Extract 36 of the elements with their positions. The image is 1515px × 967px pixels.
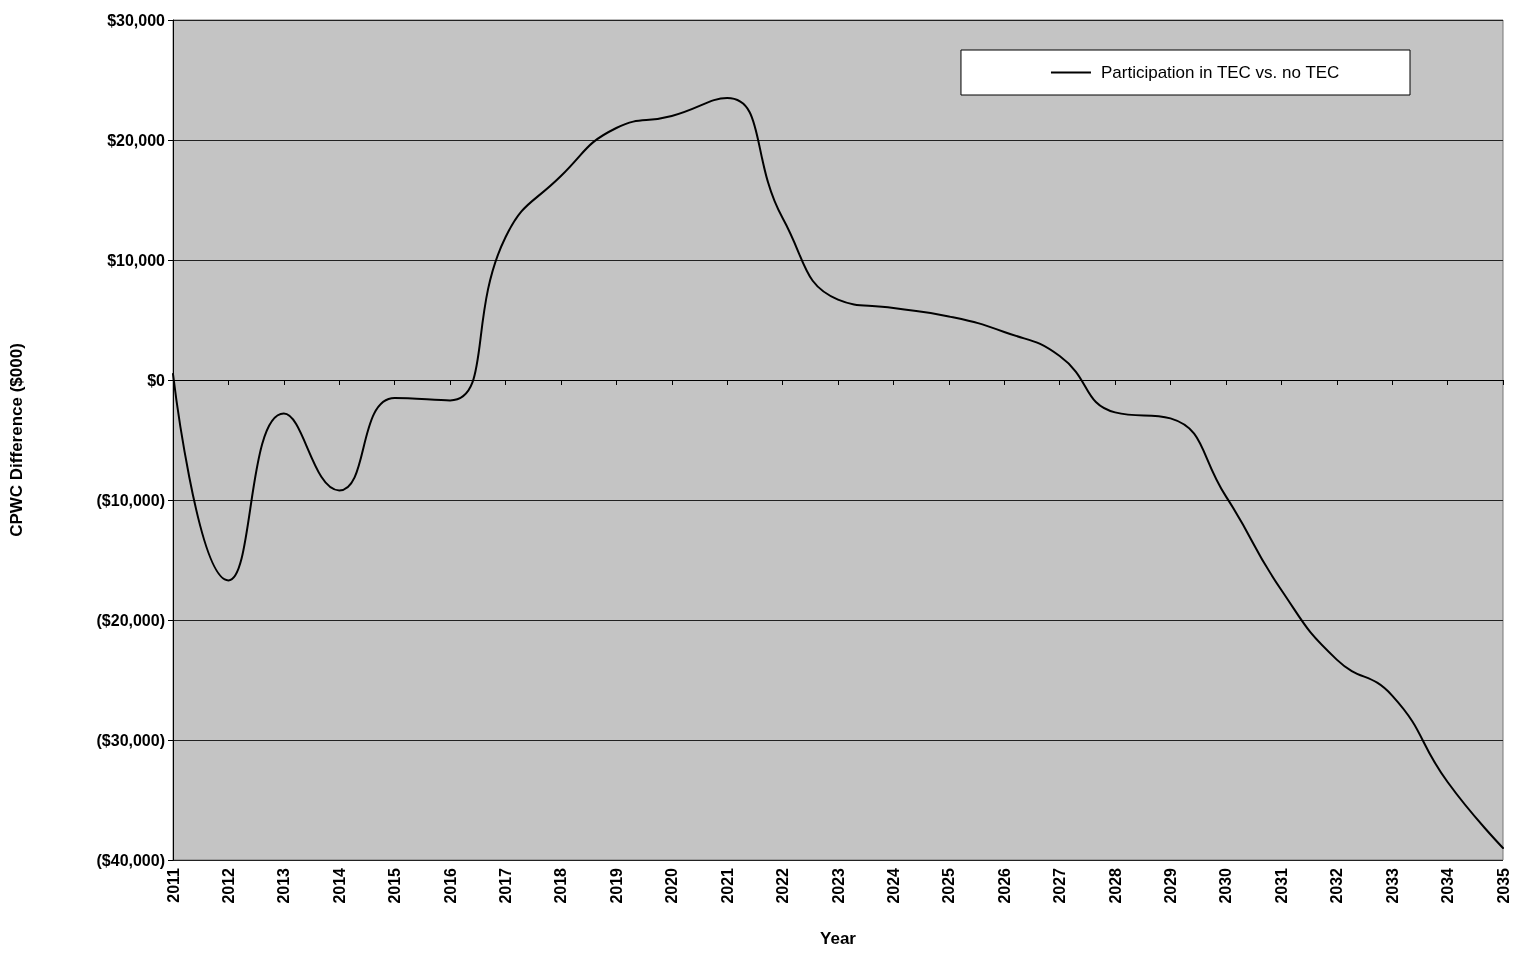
y-tick-label: ($30,000) (96, 731, 165, 749)
x-tick-label: 2031 (1272, 867, 1290, 904)
y-tick-label: ($20,000) (96, 611, 165, 629)
x-tick-label: 2012 (219, 867, 237, 904)
x-tick-label: 2028 (1106, 867, 1124, 904)
x-tick-label: 2018 (552, 867, 570, 904)
x-tick-label: 2021 (718, 867, 736, 904)
x-tick-label: 2016 (441, 867, 459, 904)
x-tick-label: 2030 (1217, 867, 1235, 904)
x-tick-label: 2019 (607, 867, 625, 904)
x-tick-label: 2029 (1162, 867, 1179, 904)
legend-label: Participation in TEC vs. no TEC (1100, 63, 1340, 82)
y-tick-label: $30,000 (107, 11, 166, 29)
x-tick-label: 2017 (497, 867, 514, 904)
x-tick-label: 2033 (1383, 867, 1401, 904)
x-tick-label: 2020 (663, 867, 681, 904)
y-tick-label: $0 (147, 371, 166, 389)
y-tick-label: ($10,000) (96, 491, 165, 509)
x-tick-label: 2034 (1439, 867, 1457, 904)
x-tick-label: 2024 (884, 867, 902, 904)
x-tick-label: 2022 (774, 867, 792, 904)
x-tick-label: 2026 (995, 867, 1013, 904)
x-tick-label: 2023 (829, 867, 847, 904)
x-tick-label: 2015 (386, 867, 404, 904)
x-tick-label: 2014 (330, 867, 348, 904)
x-tick-label: 2025 (940, 867, 958, 904)
x-tick-label: 2027 (1051, 867, 1069, 904)
y-axis-title: CPWC Difference ($000) (7, 343, 26, 537)
x-tick-label: 2011 (164, 867, 182, 903)
x-tick-label: 2035 (1494, 867, 1512, 904)
y-tick-label: ($40,000) (96, 851, 165, 869)
y-tick-label: $10,000 (107, 251, 166, 269)
x-tick-label: 2032 (1328, 867, 1346, 904)
x-tick-label: 2013 (275, 867, 293, 904)
y-tick-label: $20,000 (107, 131, 166, 149)
x-axis-title: Year (820, 929, 857, 948)
